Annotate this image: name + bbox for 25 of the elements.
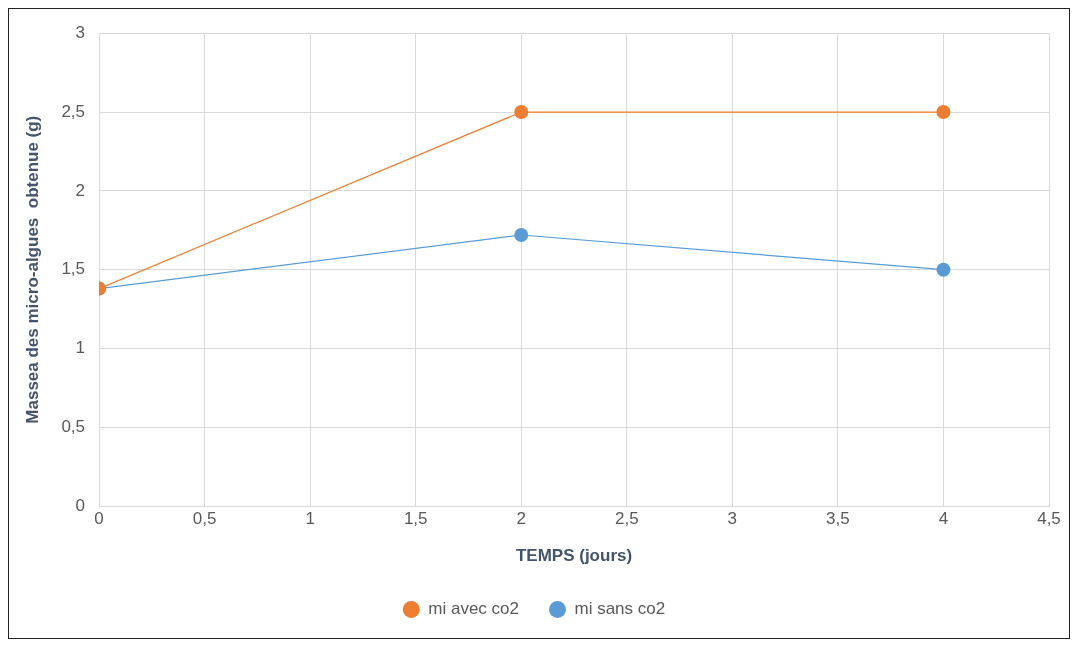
x-tick-label: 3 — [727, 509, 738, 529]
y-tick-label: 2,5 — [61, 101, 86, 121]
point — [514, 228, 529, 243]
x-tick-label: 0,5 — [192, 509, 217, 529]
y-tick-label: 2 — [75, 180, 86, 200]
y-axis-title: Massea des micro-algues obtenue (g) — [22, 115, 42, 424]
y-tick-label: 0 — [75, 495, 86, 515]
y-tick-label: 0,5 — [61, 417, 86, 437]
x-tick-label: 4 — [938, 509, 949, 529]
x-tick-label: 1,5 — [403, 509, 428, 529]
legend-label: mi sans co2 — [574, 599, 666, 619]
point — [514, 105, 529, 120]
point — [936, 105, 951, 120]
x-tick-label: 2,5 — [614, 509, 639, 529]
x-tick-label: 1 — [305, 509, 315, 529]
y-tick-label: 1 — [75, 338, 86, 358]
x-tick-label: 3,5 — [826, 509, 850, 529]
x-tick-label: 0 — [94, 509, 104, 529]
x-tick-label: 2 — [516, 509, 526, 529]
y-tick-label: 1,5 — [61, 259, 86, 279]
legend-label: mi avec co2 — [428, 599, 519, 619]
x-axis-title: TEMPS (jours) — [515, 546, 633, 566]
point — [936, 262, 951, 277]
x-tick-label: 4,5 — [1037, 509, 1061, 529]
y-tick-label: 3 — [75, 22, 86, 42]
